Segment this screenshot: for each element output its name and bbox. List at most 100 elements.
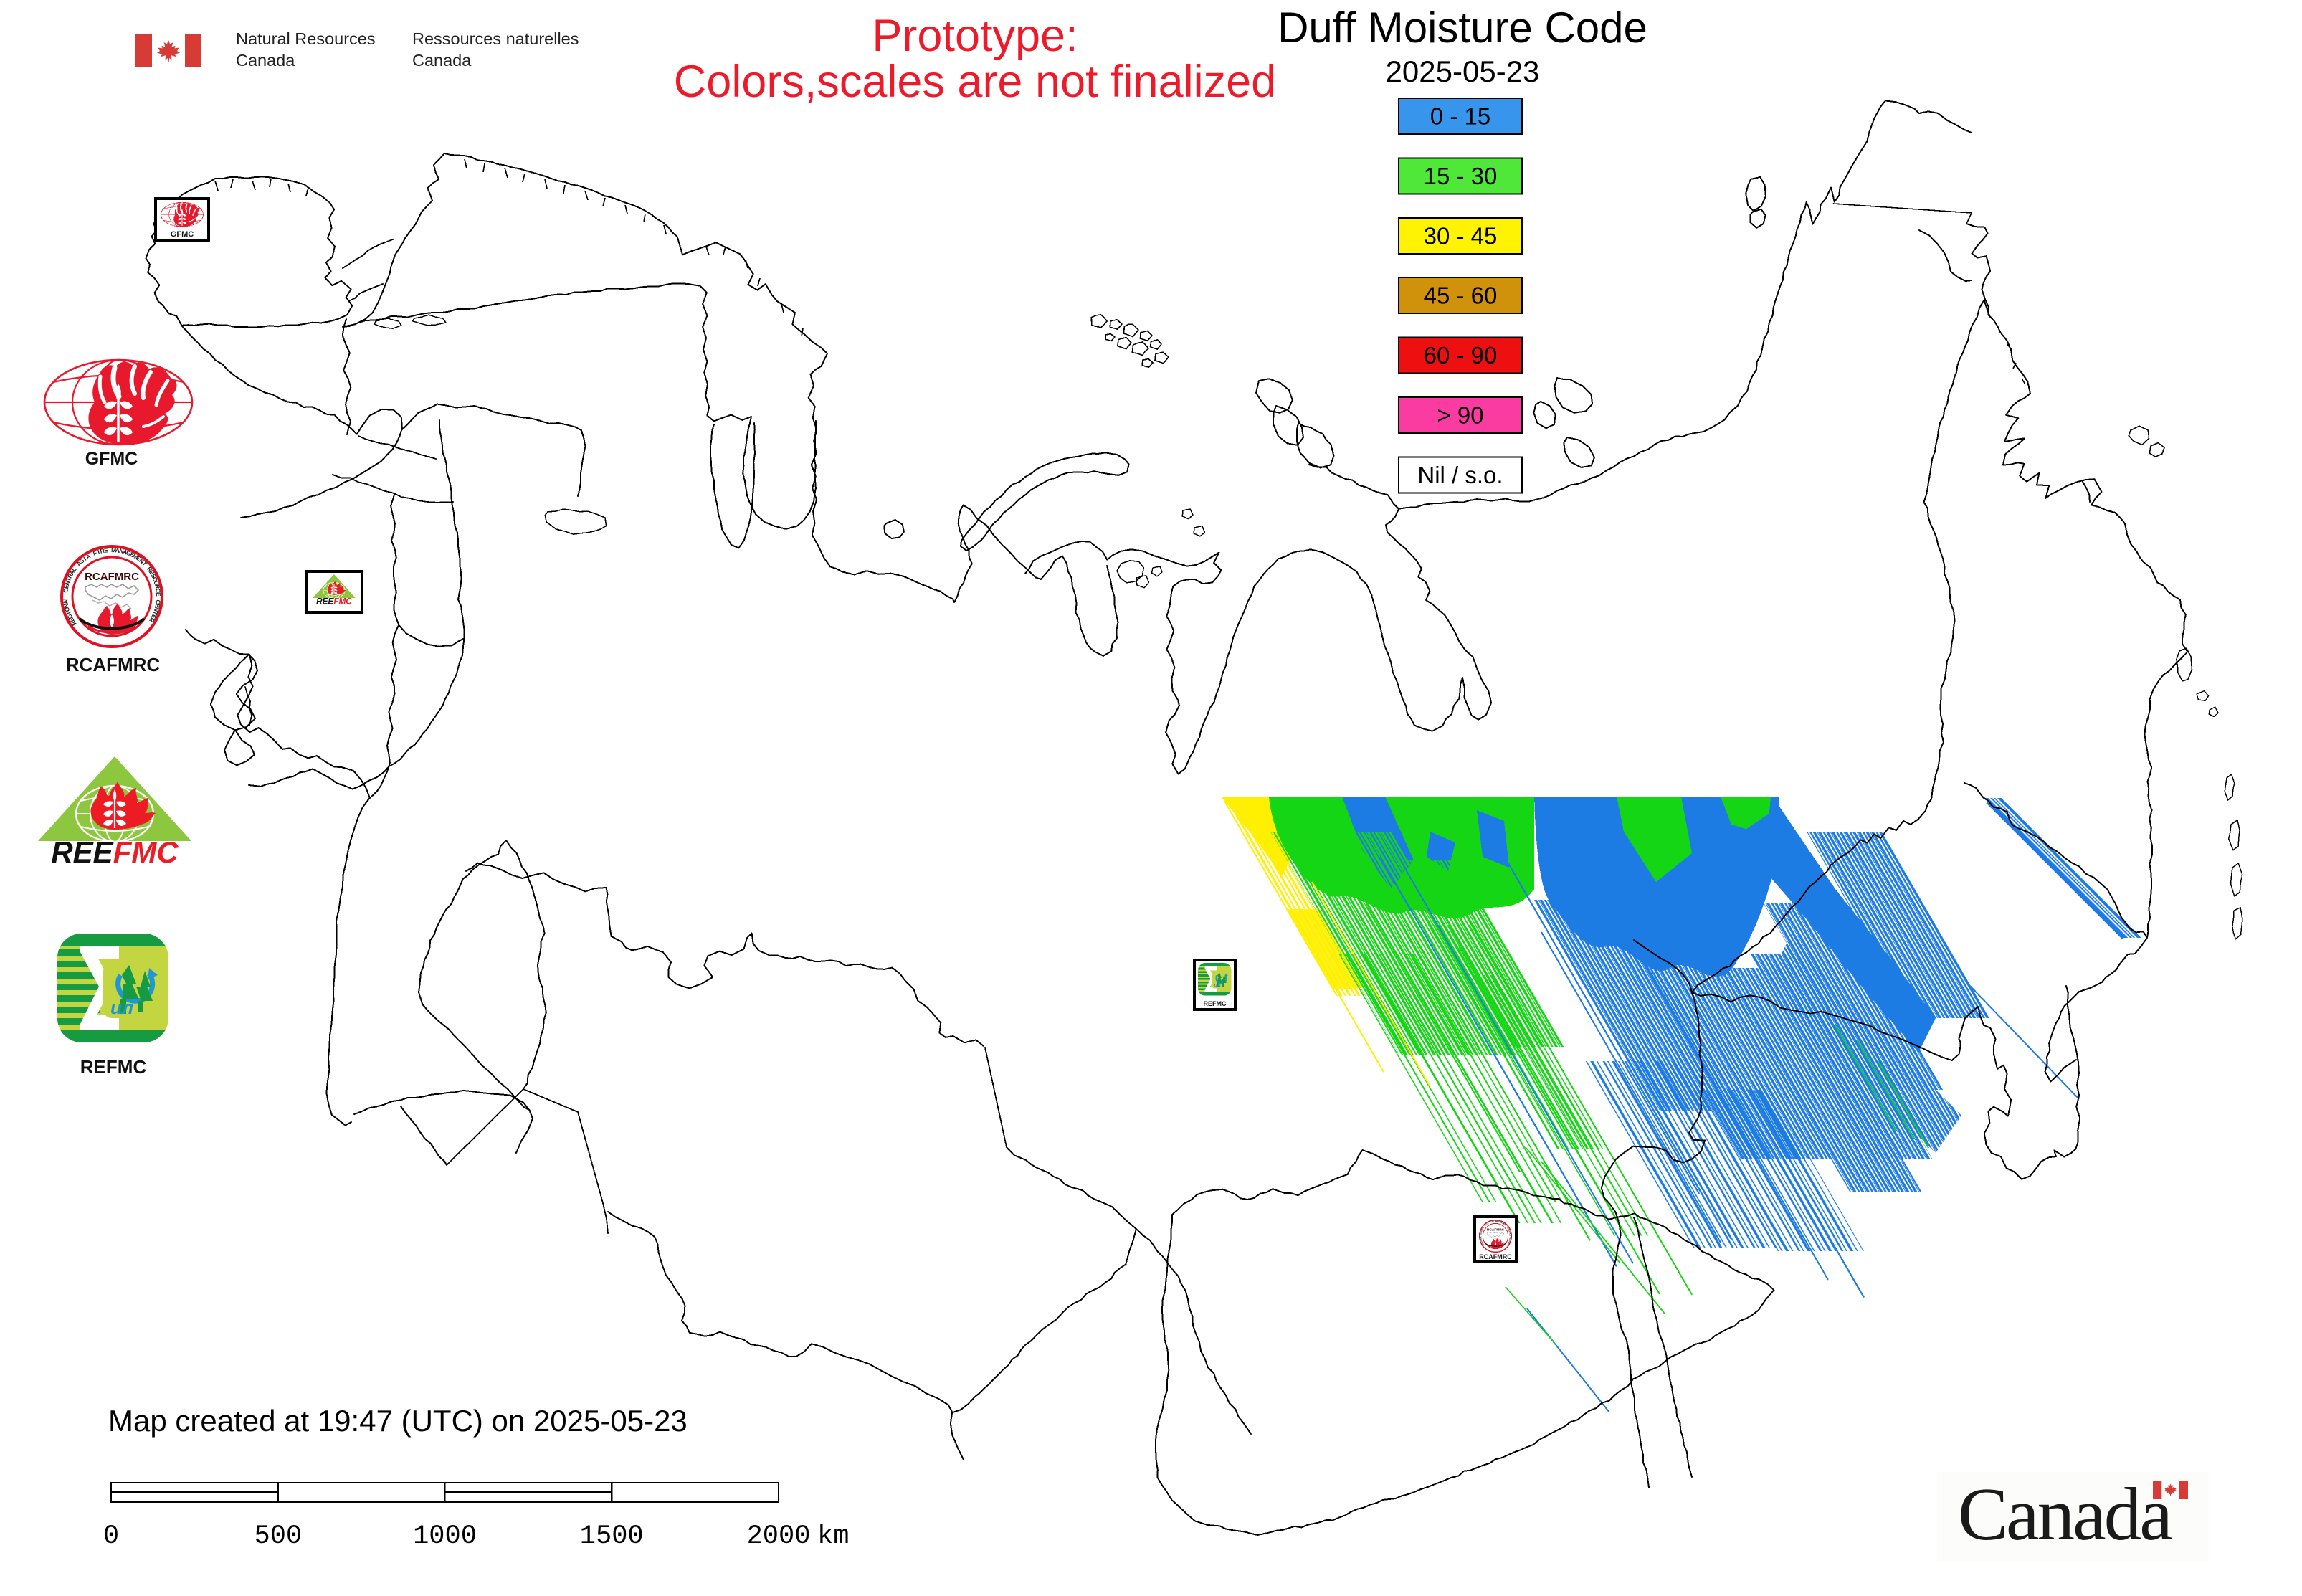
svg-text:A: A (1496, 1220, 1498, 1222)
svg-text:E: E (104, 546, 109, 554)
svg-text:GFMC: GFMC (171, 230, 194, 239)
svg-text:N: N (1479, 1238, 1482, 1240)
svg-text:E: E (1508, 1241, 1511, 1244)
svg-text:G: G (1480, 1241, 1484, 1244)
svg-text:S: S (150, 572, 158, 579)
svg-text:T: T (65, 576, 73, 582)
svg-text:R: R (148, 617, 156, 624)
svg-text:R: R (1480, 1228, 1483, 1231)
svg-text:R: R (1491, 1220, 1493, 1222)
svg-text:G: G (1500, 1220, 1502, 1223)
svg-text:N: N (153, 607, 161, 613)
svg-text:A: A (115, 546, 120, 554)
svg-text:2000: 2000 (747, 1521, 811, 1552)
svg-text:T: T (151, 610, 159, 617)
svg-text:E: E (1509, 1235, 1512, 1236)
svg-text:E: E (1503, 1222, 1506, 1225)
svg-text:1500: 1500 (580, 1521, 644, 1552)
svg-text:R: R (153, 584, 161, 589)
svg-text:0 - 15: 0 - 15 (1430, 103, 1490, 130)
svg-text:G: G (125, 549, 133, 558)
svg-text:A: A (1498, 1220, 1500, 1223)
svg-text:M: M (132, 552, 140, 561)
svg-text:45 - 60: 45 - 60 (1424, 282, 1498, 309)
svg-text:C: C (1509, 1233, 1512, 1235)
svg-text:E: E (62, 584, 70, 589)
svg-text:E: E (150, 613, 158, 620)
svg-text:A: A (1487, 1222, 1490, 1225)
svg-text:I: I (65, 611, 72, 615)
svg-text:E: E (1507, 1227, 1510, 1230)
svg-text:F: F (92, 549, 97, 557)
svg-text:E: E (153, 603, 161, 609)
svg-text:ил: ил (110, 997, 133, 1018)
svg-text:E: E (148, 569, 156, 576)
svg-text:km: km (817, 1521, 849, 1552)
svg-text:N: N (63, 580, 71, 586)
svg-text:T: T (1480, 1230, 1483, 1232)
svg-text:M: M (111, 546, 117, 554)
svg-text:M: M (1502, 1222, 1506, 1225)
svg-text:R: R (146, 566, 154, 574)
svg-text:S: S (1485, 1223, 1488, 1226)
svg-text:N: N (118, 547, 124, 555)
svg-text:C: C (62, 588, 70, 593)
svg-text:> 90: > 90 (1437, 402, 1483, 429)
svg-text:500: 500 (254, 1521, 302, 1552)
svg-text:15 - 30: 15 - 30 (1424, 163, 1498, 189)
svg-text:N: N (1480, 1230, 1483, 1232)
svg-text:60 - 90: 60 - 90 (1424, 342, 1498, 369)
svg-text:E: E (1508, 1238, 1511, 1240)
svg-text:T: T (1508, 1240, 1511, 1243)
svg-text:C: C (154, 599, 162, 604)
svg-text:R: R (70, 619, 78, 627)
svg-text:I: I (1485, 1222, 1488, 1225)
svg-text:I: I (82, 555, 87, 562)
svg-text:R: R (1507, 1243, 1510, 1245)
svg-text:A: A (1483, 1224, 1486, 1227)
svg-text:R: R (1506, 1226, 1509, 1229)
svg-text:E: E (67, 617, 76, 624)
svg-text:R: R (66, 572, 75, 579)
svg-text:U: U (1508, 1230, 1511, 1232)
svg-text:S: S (78, 556, 86, 565)
svg-text:R: R (1508, 1232, 1511, 1234)
svg-text:T: T (141, 559, 148, 567)
svg-text:E: E (1500, 1221, 1503, 1224)
svg-text:RCAFMRC: RCAFMRC (85, 571, 139, 583)
svg-text:A: A (75, 559, 82, 567)
svg-text:A: A (67, 569, 76, 576)
svg-text:C: C (1479, 1233, 1482, 1235)
svg-text:E: E (129, 551, 136, 559)
svg-text:O: O (63, 606, 72, 612)
svg-text:L: L (62, 596, 69, 600)
svg-text:R: R (1482, 1243, 1485, 1246)
svg-text:RCAFMRC: RCAFMRC (1479, 1253, 1512, 1260)
svg-text:1000: 1000 (413, 1521, 477, 1552)
svg-text:REEFMC: REEFMC (316, 597, 352, 606)
svg-text:N: N (1498, 1220, 1500, 1222)
svg-text:M: M (1495, 1220, 1498, 1222)
svg-text:Nil / s.o.: Nil / s.o. (1417, 462, 1503, 488)
svg-text:A: A (1479, 1237, 1482, 1238)
svg-text:O: O (151, 576, 160, 583)
svg-text:U: U (152, 580, 160, 586)
svg-text:C: C (154, 588, 162, 593)
svg-text:A: A (1481, 1227, 1484, 1230)
svg-text:E: E (135, 554, 143, 563)
svg-text:S: S (1507, 1228, 1510, 1231)
svg-text:E: E (1479, 1232, 1482, 1234)
svg-text:L: L (1479, 1235, 1482, 1237)
svg-text:30 - 45: 30 - 45 (1424, 222, 1498, 249)
svg-text:I: I (97, 548, 100, 556)
svg-text:I: I (1480, 1240, 1483, 1242)
svg-text:RCAFMRC: RCAFMRC (1487, 1228, 1505, 1232)
svg-text:A: A (85, 552, 92, 561)
svg-text:REEFMC: REEFMC (51, 835, 179, 865)
svg-text:T: T (1505, 1224, 1508, 1227)
svg-text:A: A (122, 548, 128, 556)
svg-text:ил: ил (1214, 982, 1221, 989)
svg-text:C: C (1509, 1237, 1512, 1238)
svg-text:E: E (155, 592, 162, 597)
svg-text:O: O (1508, 1230, 1511, 1232)
